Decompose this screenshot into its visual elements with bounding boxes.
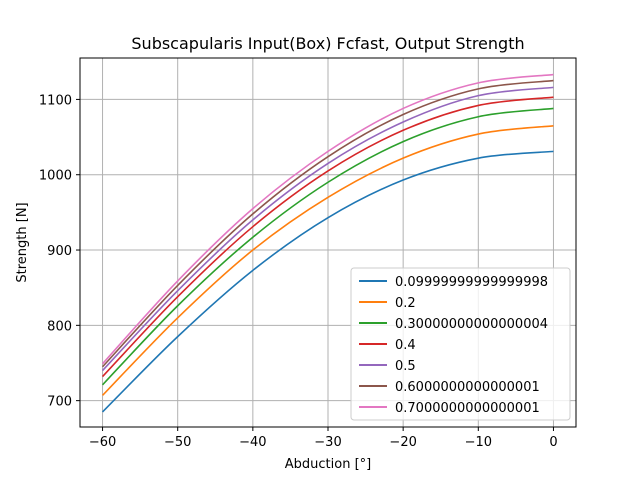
y-axis-label: Strength [N] — [15, 202, 30, 282]
series-line — [101, 79, 554, 368]
x-tick-label: −10 — [465, 435, 492, 450]
y-tick-label: 1100 — [39, 93, 72, 108]
series-line — [101, 73, 554, 365]
series-line — [101, 107, 554, 386]
axis-ticks: −60 −50 −40 −30 −20 −10 0 700 800 900 1000 1100 — [39, 93, 558, 450]
y-tick-label: 700 — [47, 395, 72, 410]
x-tick-label: −30 — [314, 435, 341, 450]
series-lines — [101, 73, 554, 413]
series-line — [101, 86, 554, 372]
legend-label: 0.2 — [395, 296, 416, 311]
legend-label: 0.4 — [395, 338, 416, 353]
legend-box — [350, 267, 571, 421]
x-tick-label: −60 — [89, 435, 116, 450]
x-tick-label: 0 — [549, 435, 557, 450]
x-tick-label: −50 — [164, 435, 191, 450]
legend-label: 0.6000000000000001 — [395, 380, 540, 395]
y-tick-label: 800 — [47, 319, 72, 334]
y-tick-label: 1000 — [39, 169, 72, 184]
x-tick-label: −40 — [239, 435, 266, 450]
legend-label: 0.7000000000000001 — [395, 401, 540, 416]
x-tick-label: −20 — [389, 435, 416, 450]
legend-label: 0.5 — [395, 359, 416, 374]
series-line — [101, 96, 554, 378]
legend-label: 0.09999999999999998 — [395, 275, 548, 290]
x-axis-label: Abduction [°] — [285, 457, 371, 472]
y-tick-label: 900 — [47, 244, 72, 259]
series-line — [101, 150, 554, 413]
chart-title: Subscapularis Input(Box) Fcfast, Output … — [131, 34, 524, 53]
legend: 0.09999999999999998 0.2 0.3000000000000000… — [350, 267, 571, 421]
legend-label: 0.30000000000000004 — [395, 317, 548, 332]
series-line — [101, 124, 554, 396]
